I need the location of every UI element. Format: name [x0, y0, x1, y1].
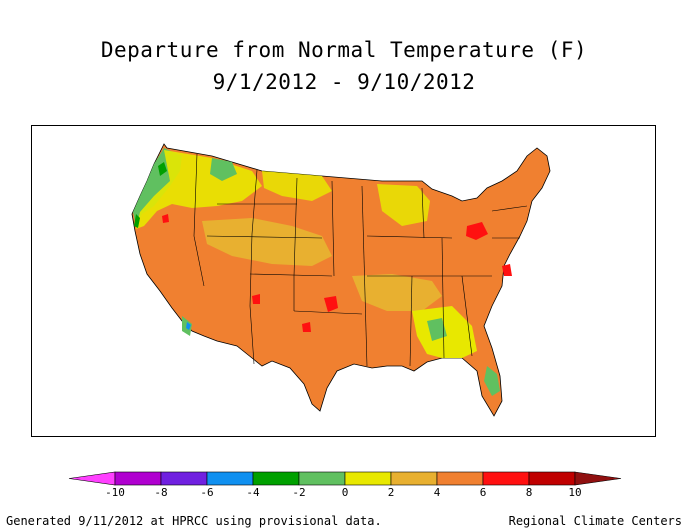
legend-tick-label: 4	[433, 486, 441, 499]
legend-bin	[68, 471, 116, 486]
legend-bin	[436, 471, 484, 486]
cool-zone-montana	[210, 158, 237, 181]
hot-spot-texas	[302, 322, 311, 332]
legend-tick-label: 10	[568, 486, 582, 499]
legend-tick-label: -8	[154, 486, 168, 499]
map-frame	[31, 125, 656, 437]
cold-zone-california	[134, 214, 140, 228]
hot-spot-nevada	[162, 214, 169, 223]
legend-bin	[528, 471, 576, 486]
state-borders	[193, 153, 528, 367]
legend-bin	[482, 471, 530, 486]
cold-zone-socal	[186, 322, 191, 330]
map-title: Departure from Normal Temperature (F)	[100, 38, 588, 62]
mild-zone-central	[202, 218, 332, 266]
legend-bin	[160, 471, 208, 486]
legend-tick-label: 2	[387, 486, 395, 499]
hot-spot-pennsylvania	[466, 222, 488, 240]
cool-zone-georgia	[427, 318, 447, 341]
legend-tick-label: -6	[200, 486, 214, 499]
legend-bin	[298, 471, 346, 486]
legend-tick-label: -4	[246, 486, 260, 499]
legend-tick-label: 0	[341, 486, 349, 499]
legend-tick-label: -2	[292, 486, 306, 499]
map-date-range: 9/1/2012 - 9/10/2012	[212, 70, 476, 94]
color-legend	[68, 471, 622, 486]
hot-spot-oklahoma	[324, 296, 338, 312]
credit-label: Regional Climate Centers	[508, 514, 682, 528]
legend-tick-label: -10	[105, 486, 125, 499]
cold-zone-cascades	[158, 162, 167, 176]
generated-note: Generated 9/11/2012 at HPRCC using provi…	[6, 514, 382, 528]
us-temperature-map	[131, 143, 551, 417]
legend-bin	[252, 471, 300, 486]
legend-bin	[114, 471, 162, 486]
legend-bin	[206, 471, 254, 486]
neutral-zone-great-lakes	[377, 184, 430, 226]
legend-bin	[344, 471, 392, 486]
legend-tick-label: 6	[479, 486, 487, 499]
mild-zone-south-central	[352, 274, 442, 311]
legend-bin	[574, 471, 622, 486]
legend-bin	[390, 471, 438, 486]
legend-tick-label: 8	[525, 486, 533, 499]
hot-spot-virginia	[502, 264, 512, 276]
hot-spot-new-mexico	[252, 294, 260, 304]
cool-zone-florida	[484, 366, 500, 396]
